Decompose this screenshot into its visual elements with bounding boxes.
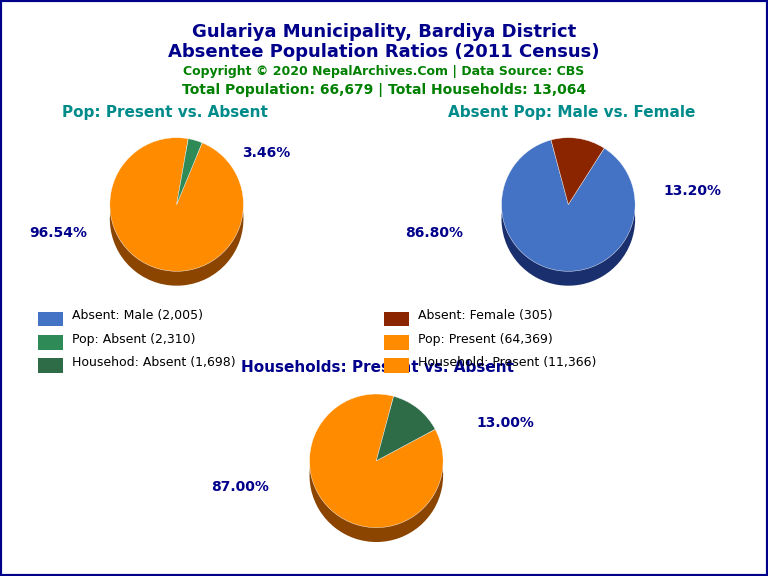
FancyBboxPatch shape [384, 358, 409, 373]
Wedge shape [177, 153, 202, 219]
Text: 86.80%: 86.80% [405, 226, 463, 240]
Text: Absentee Population Ratios (2011 Census): Absentee Population Ratios (2011 Census) [168, 43, 600, 61]
FancyBboxPatch shape [38, 312, 62, 327]
Wedge shape [551, 138, 604, 204]
Wedge shape [110, 152, 243, 286]
Text: Copyright © 2020 NepalArchives.Com | Data Source: CBS: Copyright © 2020 NepalArchives.Com | Dat… [184, 65, 584, 78]
FancyBboxPatch shape [38, 358, 62, 373]
Text: Absent: Male (2,005): Absent: Male (2,005) [71, 309, 203, 323]
Text: Households: Present vs. Absent: Households: Present vs. Absent [241, 360, 515, 375]
Text: 3.46%: 3.46% [242, 146, 290, 160]
Text: Absent: Female (305): Absent: Female (305) [418, 309, 552, 323]
Text: Pop: Absent (2,310): Pop: Absent (2,310) [71, 332, 195, 346]
Wedge shape [502, 140, 635, 271]
Text: 87.00%: 87.00% [211, 480, 269, 494]
Text: Househod: Absent (1,698): Househod: Absent (1,698) [71, 356, 235, 369]
Wedge shape [376, 396, 435, 461]
FancyBboxPatch shape [384, 312, 409, 327]
FancyBboxPatch shape [384, 335, 409, 350]
Text: 13.00%: 13.00% [476, 416, 534, 430]
Wedge shape [110, 138, 243, 271]
Text: Total Population: 66,679 | Total Households: 13,064: Total Population: 66,679 | Total Househo… [182, 84, 586, 97]
Wedge shape [376, 411, 435, 475]
Wedge shape [551, 152, 604, 219]
Text: Household: Present (11,366): Household: Present (11,366) [418, 356, 596, 369]
Text: Gulariya Municipality, Bardiya District: Gulariya Municipality, Bardiya District [192, 22, 576, 41]
Wedge shape [502, 154, 635, 286]
Wedge shape [310, 394, 443, 528]
Text: Absent Pop: Male vs. Female: Absent Pop: Male vs. Female [449, 105, 696, 120]
Text: 96.54%: 96.54% [29, 226, 88, 240]
Text: 13.20%: 13.20% [664, 184, 722, 198]
FancyBboxPatch shape [38, 335, 62, 350]
Text: Pop: Present vs. Absent: Pop: Present vs. Absent [62, 105, 268, 120]
Text: Pop: Present (64,369): Pop: Present (64,369) [418, 332, 553, 346]
Wedge shape [310, 408, 443, 542]
Wedge shape [177, 139, 202, 204]
